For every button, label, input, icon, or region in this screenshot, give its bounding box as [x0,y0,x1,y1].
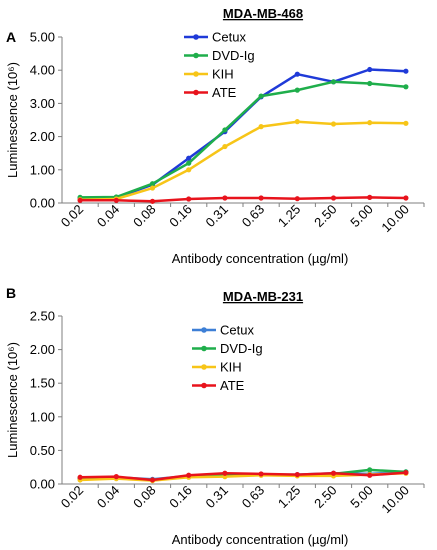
data-point [149,185,156,191]
data-point [367,66,373,73]
data-point [186,160,192,166]
y-axis-label: Luminescence (10⁶) [5,62,20,178]
data-point [186,167,192,173]
panel-b-letter: B [6,285,16,301]
data-point [258,195,264,201]
data-point [113,474,119,480]
data-point [77,197,83,203]
x-axis-label: Antibody concentration (µg/ml) [172,532,349,547]
data-point [294,87,300,93]
legend-marker [201,345,207,352]
data-point [367,472,373,478]
data-point [222,127,228,133]
data-point [186,196,192,202]
x-tick-label: 10.00 [378,202,412,236]
legend-label: KIH [220,360,242,375]
data-point [367,467,373,473]
series-line-dvd-ig [80,80,407,199]
data-point [294,471,300,478]
series-line-cetux [80,68,406,200]
series-line-ate [80,471,406,482]
data-point [258,124,264,130]
legend-marker [193,52,199,59]
y-tick-label: 2.50 [30,309,55,324]
y-tick-label: 5.00 [30,30,55,45]
x-tick-label: 0.02 [58,483,87,512]
y-tick-label: 2.00 [30,342,55,357]
y-tick-label: 0.00 [30,477,55,492]
data-point [186,472,192,478]
legend-marker [193,89,199,96]
data-point [330,121,337,127]
y-axis-label: Luminescence (10⁶) [5,342,20,458]
data-point [403,120,409,126]
panel-a-letter: A [6,29,16,45]
y-tick-label: 1.00 [30,162,55,177]
data-point [330,79,337,85]
data-point [403,195,409,201]
legend-label: DVD-Ig [220,341,263,356]
y-tick-label: 0.00 [30,196,55,211]
legend-label: Cetux [220,323,254,338]
y-tick-label: 1.00 [30,409,55,424]
data-point [258,471,264,477]
data-point [403,469,409,476]
data-point [149,181,156,187]
data-point [294,196,300,202]
data-point [367,80,373,87]
data-point [403,84,409,90]
data-point [367,120,373,126]
data-point [222,143,228,150]
legend-marker [193,34,199,40]
x-tick-label: 10.00 [378,483,412,517]
data-point [294,119,300,125]
data-point [186,155,192,161]
data-point [258,93,264,99]
y-tick-label: 1.50 [30,376,55,391]
legend-label: ATE [212,85,237,100]
data-point [222,195,228,201]
chart-title: MDA-MB-468 [223,6,303,21]
legend-label: Cetux [212,30,246,45]
data-point [149,477,156,483]
legend-label: DVD-Ig [212,48,255,63]
legend-marker [201,327,207,333]
y-tick-label: 0.50 [30,443,55,458]
y-tick-label: 3.00 [30,96,55,111]
y-tick-label: 4.00 [30,63,55,78]
data-point [330,195,337,201]
y-tick-label: 2.00 [30,129,55,144]
legend-marker [201,382,207,389]
data-point [77,474,83,480]
series-line-kih [80,120,406,201]
data-point [222,470,228,476]
chart-title: MDA-MB-231 [223,289,303,304]
legend-marker [193,71,199,77]
legend-label: KIH [212,67,234,82]
x-axis-label: Antibody concentration (µg/ml) [172,251,349,266]
data-point [403,68,409,74]
data-point [330,470,337,476]
data-point [149,198,156,204]
data-point [294,71,300,77]
x-tick-label: 0.02 [58,202,87,231]
data-point [113,197,119,203]
legend-label: ATE [220,378,245,393]
legend-marker [201,364,207,370]
data-point [367,194,373,200]
series-line-ate [80,196,406,203]
